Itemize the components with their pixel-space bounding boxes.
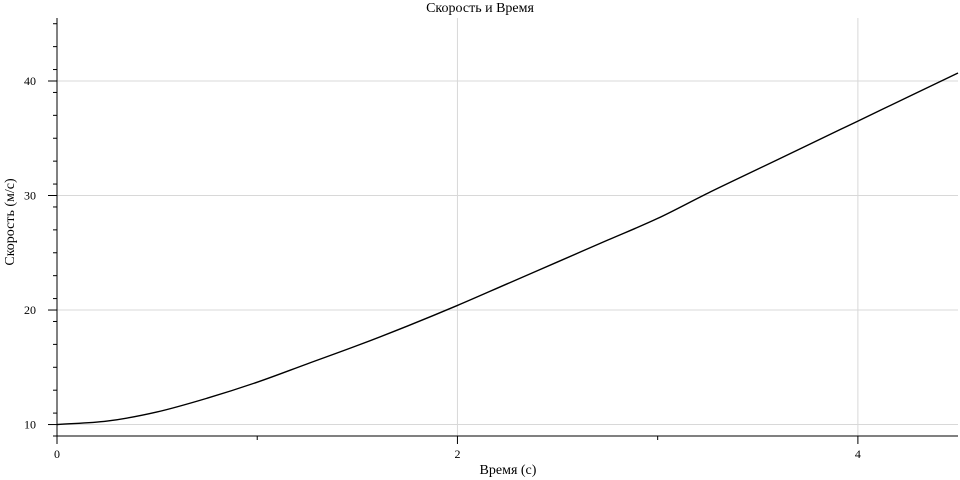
y-tick-label: 10 — [24, 418, 36, 432]
x-tick-label: 2 — [454, 447, 460, 461]
axes — [56, 18, 958, 437]
chart-title: Скорость и Время — [426, 1, 534, 16]
y-tick-label: 20 — [24, 303, 36, 317]
y-axis-ticks: 10 20 30 40 — [24, 23, 57, 437]
y-tick-label: 40 — [24, 74, 36, 88]
y-grid-lines — [57, 80, 958, 426]
x-tick-label: 4 — [855, 447, 861, 461]
y-axis-label: Скорость (м/с) — [3, 178, 18, 266]
series-line — [56, 72, 959, 426]
y-tick-label: 30 — [24, 189, 36, 203]
x-axis-ticks: 0 2 4 — [54, 436, 861, 461]
x-tick-label: 0 — [54, 447, 60, 461]
x-axis-label: Время (с) — [480, 463, 537, 478]
